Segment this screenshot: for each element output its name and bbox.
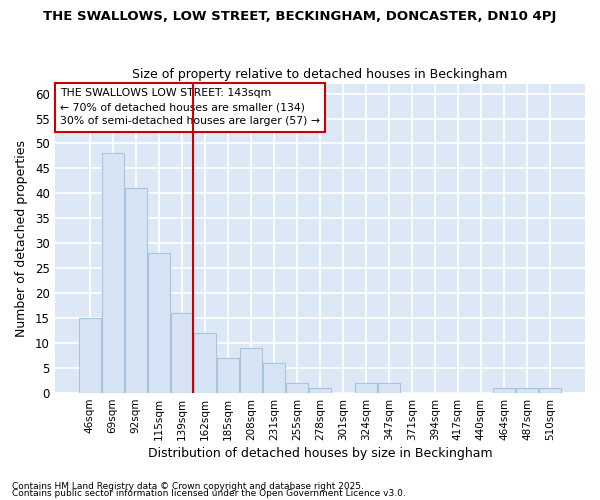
Title: Size of property relative to detached houses in Beckingham: Size of property relative to detached ho… [132,68,508,81]
Bar [217,358,239,393]
Bar [148,254,170,393]
Bar [240,348,262,393]
Bar [309,388,331,393]
X-axis label: Distribution of detached houses by size in Beckingham: Distribution of detached houses by size … [148,447,492,460]
Bar [355,383,377,393]
Bar [263,363,285,393]
Bar [125,188,146,393]
Bar [79,318,101,393]
Bar [194,333,216,393]
Y-axis label: Number of detached properties: Number of detached properties [15,140,28,337]
Text: Contains HM Land Registry data © Crown copyright and database right 2025.: Contains HM Land Registry data © Crown c… [12,482,364,491]
Text: THE SWALLOWS, LOW STREET, BECKINGHAM, DONCASTER, DN10 4PJ: THE SWALLOWS, LOW STREET, BECKINGHAM, DO… [43,10,557,23]
Bar [171,313,193,393]
Bar [539,388,561,393]
Bar [493,388,515,393]
Text: THE SWALLOWS LOW STREET: 143sqm
← 70% of detached houses are smaller (134)
30% o: THE SWALLOWS LOW STREET: 143sqm ← 70% of… [60,88,320,126]
Text: Contains public sector information licensed under the Open Government Licence v3: Contains public sector information licen… [12,490,406,498]
Bar [102,154,124,393]
Bar [516,388,538,393]
Bar [286,383,308,393]
Bar [378,383,400,393]
